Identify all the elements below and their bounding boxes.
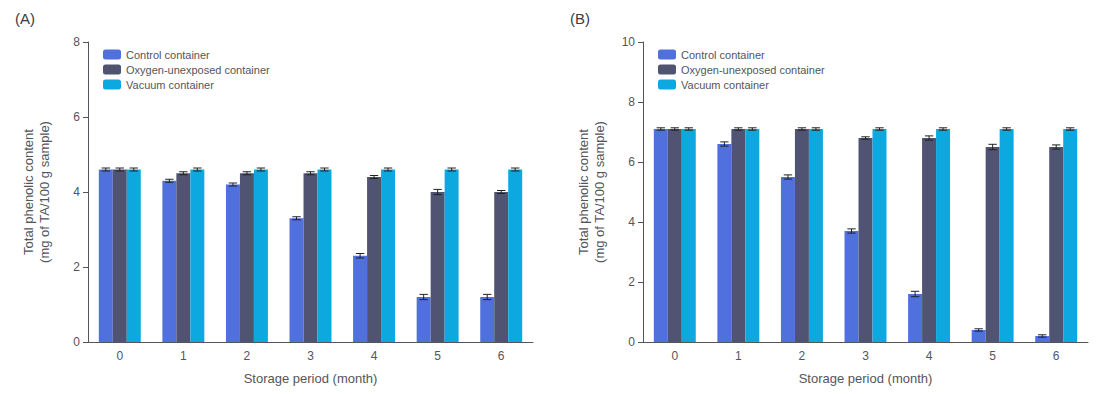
svg-text:2: 2 — [73, 260, 80, 274]
svg-text:6: 6 — [1053, 349, 1060, 363]
svg-text:5: 5 — [989, 349, 996, 363]
svg-text:(mg of TA/100 g sample): (mg of TA/100 g sample) — [592, 121, 607, 263]
svg-text:Control container: Control container — [681, 49, 765, 61]
svg-text:10: 10 — [622, 35, 636, 49]
svg-text:Control container: Control container — [126, 49, 210, 61]
svg-text:(A): (A) — [15, 10, 35, 27]
svg-text:8: 8 — [628, 95, 635, 109]
svg-text:1: 1 — [180, 349, 187, 363]
svg-text:0: 0 — [671, 349, 678, 363]
svg-text:6: 6 — [498, 349, 505, 363]
svg-text:0: 0 — [628, 335, 635, 349]
svg-text:3: 3 — [862, 349, 869, 363]
svg-text:(mg of TA/100 g sample): (mg of TA/100 g sample) — [37, 121, 52, 263]
svg-text:Vacuum container: Vacuum container — [681, 79, 769, 91]
svg-text:3: 3 — [307, 349, 314, 363]
svg-text:Total phenolic content: Total phenolic content — [21, 129, 36, 255]
svg-text:0: 0 — [116, 349, 123, 363]
svg-text:Storage period (month): Storage period (month) — [244, 371, 378, 386]
svg-text:Storage period (month): Storage period (month) — [799, 371, 933, 386]
svg-text:Vacuum container: Vacuum container — [126, 79, 214, 91]
svg-text:(B): (B) — [570, 10, 590, 27]
svg-text:6: 6 — [628, 155, 635, 169]
svg-text:4: 4 — [926, 349, 933, 363]
svg-text:4: 4 — [628, 215, 635, 229]
svg-text:Oxygen-unexposed container: Oxygen-unexposed container — [126, 64, 270, 76]
svg-text:4: 4 — [73, 185, 80, 199]
svg-text:2: 2 — [628, 275, 635, 289]
svg-text:4: 4 — [371, 349, 378, 363]
svg-text:2: 2 — [244, 349, 251, 363]
svg-text:2: 2 — [799, 349, 806, 363]
svg-text:Oxygen-unexposed container: Oxygen-unexposed container — [681, 64, 825, 76]
svg-text:0: 0 — [73, 335, 80, 349]
svg-text:6: 6 — [73, 110, 80, 124]
svg-text:1: 1 — [735, 349, 742, 363]
svg-text:8: 8 — [73, 35, 80, 49]
svg-text:Total phenolic content: Total phenolic content — [576, 129, 591, 255]
svg-text:5: 5 — [434, 349, 441, 363]
